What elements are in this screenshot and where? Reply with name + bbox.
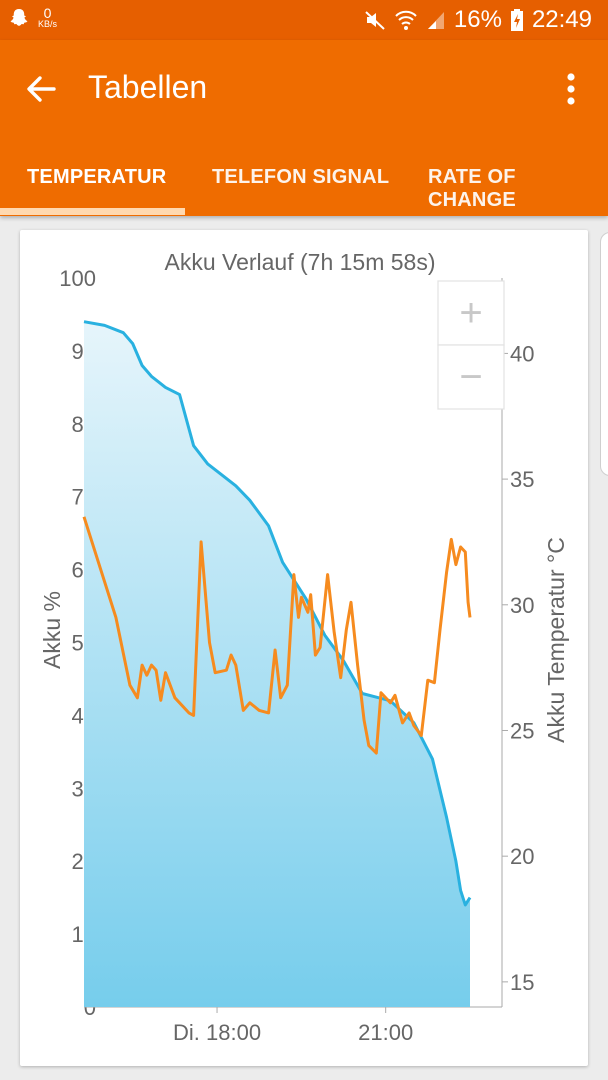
status-bar: 0 KB/s 16% 22:49	[0, 0, 608, 40]
y-right-tick-label: 20	[510, 844, 534, 869]
battery-series-line	[83, 320, 472, 907]
zoom-control: + −	[437, 280, 505, 410]
battery-percent: 16%	[453, 6, 502, 33]
x-tick-label: Di. 18:00	[173, 1020, 261, 1045]
wifi-icon	[395, 10, 417, 30]
y-axis-label-left: Akku %	[39, 591, 65, 669]
chart-title: Akku Verlauf (7h 15m 58s)	[164, 249, 435, 275]
y-right-tick-label: 25	[510, 718, 534, 743]
clock: 22:49	[531, 6, 592, 33]
page-title: Tabellen	[88, 69, 208, 105]
zoom-in-label: +	[459, 291, 482, 335]
temperature-series-line	[82, 516, 472, 755]
tab-rate-of-change[interactable]: RATE OF CHANGE	[428, 166, 516, 211]
arrow-left-icon[interactable]	[24, 72, 58, 106]
battery-chart[interactable]: Akku Verlauf (7h 15m 58s) 01020304050607…	[20, 230, 588, 1066]
y-axis-label-right: Akku Temperatur °C	[543, 537, 569, 743]
mute-icon	[365, 11, 385, 30]
network-speed-unit: KB/s	[38, 19, 58, 29]
y-right-tick-label: 35	[510, 467, 534, 492]
battery-charging-icon	[510, 9, 523, 31]
next-card-edge	[600, 232, 608, 476]
zoom-out-label: −	[459, 355, 482, 399]
tab-temperatur[interactable]: TEMPERATUR	[27, 166, 167, 188]
network-speed-value: 0	[43, 5, 52, 21]
x-tick-label: 21:00	[358, 1020, 413, 1045]
tab-telefon-signal[interactable]: TELEFON SIGNAL	[212, 166, 390, 188]
app-bar: Tabellen TEMPERATUR TELEFON SIGNAL RATE …	[0, 40, 608, 216]
y-right-tick-label: 40	[510, 341, 534, 366]
signal-icon	[427, 12, 444, 29]
network-speed: 0 KB/s	[38, 6, 57, 29]
chart-card: Akku Verlauf (7h 15m 58s) 01020304050607…	[20, 230, 588, 1066]
y-right-tick-label: 15	[510, 970, 534, 995]
y-tick-label: 100	[59, 266, 96, 291]
zoom-out-button[interactable]	[437, 344, 505, 410]
zoom-in-button[interactable]	[437, 280, 505, 346]
y-right-tick-label: 30	[510, 593, 534, 618]
snapchat-icon	[10, 8, 28, 26]
tab-indicator	[0, 208, 185, 215]
more-vert-icon[interactable]	[556, 72, 586, 106]
